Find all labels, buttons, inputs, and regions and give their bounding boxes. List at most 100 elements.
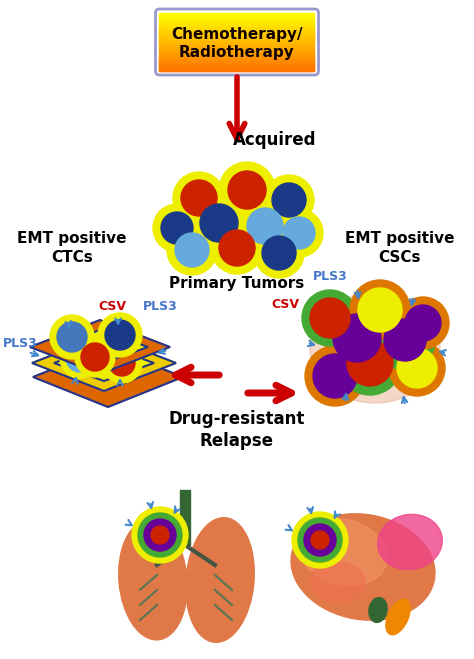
Ellipse shape <box>310 293 440 403</box>
Circle shape <box>211 222 263 274</box>
Bar <box>159 53 315 55</box>
Text: Drug-resistant
Relapse: Drug-resistant Relapse <box>169 410 305 450</box>
Ellipse shape <box>310 562 365 602</box>
Circle shape <box>191 195 247 251</box>
Bar <box>159 64 315 66</box>
Bar <box>159 66 315 68</box>
Circle shape <box>138 513 182 557</box>
Bar <box>159 38 315 40</box>
Text: Primary Tumors: Primary Tumors <box>169 276 305 291</box>
Bar <box>159 49 315 50</box>
Circle shape <box>272 183 306 217</box>
Circle shape <box>219 230 255 266</box>
Ellipse shape <box>299 519 387 585</box>
Circle shape <box>283 217 315 249</box>
Bar <box>159 16 315 17</box>
Text: PLS3: PLS3 <box>143 300 177 313</box>
Circle shape <box>333 314 381 362</box>
Bar <box>159 51 315 53</box>
Bar <box>159 70 315 71</box>
Text: PLS3: PLS3 <box>3 337 37 350</box>
Ellipse shape <box>291 514 435 620</box>
Bar <box>159 28 315 30</box>
Bar <box>159 67 315 69</box>
Circle shape <box>389 340 445 396</box>
Circle shape <box>173 172 225 224</box>
Circle shape <box>358 288 402 332</box>
Bar <box>159 57 315 58</box>
Polygon shape <box>30 320 170 374</box>
Text: EMT positive
CTCs: EMT positive CTCs <box>17 231 127 265</box>
Circle shape <box>132 507 188 563</box>
Bar <box>159 68 315 70</box>
Bar <box>159 46 315 47</box>
Bar <box>159 61 315 62</box>
Bar <box>159 28 315 29</box>
Bar <box>159 20 315 22</box>
Circle shape <box>109 350 135 376</box>
Bar <box>159 24 315 26</box>
Text: Acquired: Acquired <box>233 131 317 149</box>
Polygon shape <box>32 335 176 391</box>
Circle shape <box>66 344 94 372</box>
Bar <box>159 17 315 18</box>
Circle shape <box>262 236 296 270</box>
Bar <box>159 15 315 16</box>
Bar <box>159 18 315 19</box>
Circle shape <box>102 343 142 383</box>
Ellipse shape <box>378 514 442 569</box>
Circle shape <box>81 343 109 371</box>
Bar <box>159 34 315 35</box>
Circle shape <box>247 208 283 244</box>
Bar <box>159 32 315 33</box>
Circle shape <box>167 225 217 275</box>
Circle shape <box>264 175 314 225</box>
Bar <box>159 42 315 43</box>
Bar <box>159 45 315 46</box>
Bar <box>159 26 315 27</box>
Polygon shape <box>33 347 183 407</box>
Circle shape <box>181 180 217 216</box>
Bar <box>159 34 315 36</box>
Circle shape <box>405 305 441 341</box>
Bar <box>159 35 315 37</box>
Polygon shape <box>52 330 148 364</box>
Bar <box>159 61 315 63</box>
Circle shape <box>161 212 193 244</box>
Bar <box>159 48 315 49</box>
Ellipse shape <box>186 518 255 643</box>
Ellipse shape <box>369 598 387 622</box>
Circle shape <box>375 310 435 370</box>
Bar <box>159 32 315 34</box>
Bar <box>159 22 315 23</box>
Ellipse shape <box>386 599 410 635</box>
Bar <box>159 14 315 15</box>
Circle shape <box>347 340 393 386</box>
Circle shape <box>310 298 350 338</box>
Bar <box>159 57 315 59</box>
Bar <box>159 19 315 20</box>
Circle shape <box>75 337 115 377</box>
Circle shape <box>305 346 365 406</box>
Bar <box>159 13 315 14</box>
Circle shape <box>50 315 94 359</box>
Circle shape <box>219 162 275 218</box>
Circle shape <box>292 512 348 568</box>
Bar <box>159 43 315 44</box>
Circle shape <box>275 209 323 257</box>
Text: EMT positive
CSCs: EMT positive CSCs <box>345 231 455 265</box>
Bar <box>159 37 315 39</box>
Text: PLS3: PLS3 <box>313 270 347 283</box>
Circle shape <box>228 171 266 209</box>
Circle shape <box>57 322 87 352</box>
Bar <box>159 41 315 42</box>
Bar <box>159 59 315 61</box>
Text: Chemotherapy/
Radiotherapy: Chemotherapy/ Radiotherapy <box>171 28 303 61</box>
Circle shape <box>350 280 410 340</box>
Circle shape <box>338 331 402 395</box>
Circle shape <box>302 290 358 346</box>
Circle shape <box>153 204 201 252</box>
Bar <box>159 63 315 65</box>
Circle shape <box>298 518 342 562</box>
Circle shape <box>397 297 449 349</box>
